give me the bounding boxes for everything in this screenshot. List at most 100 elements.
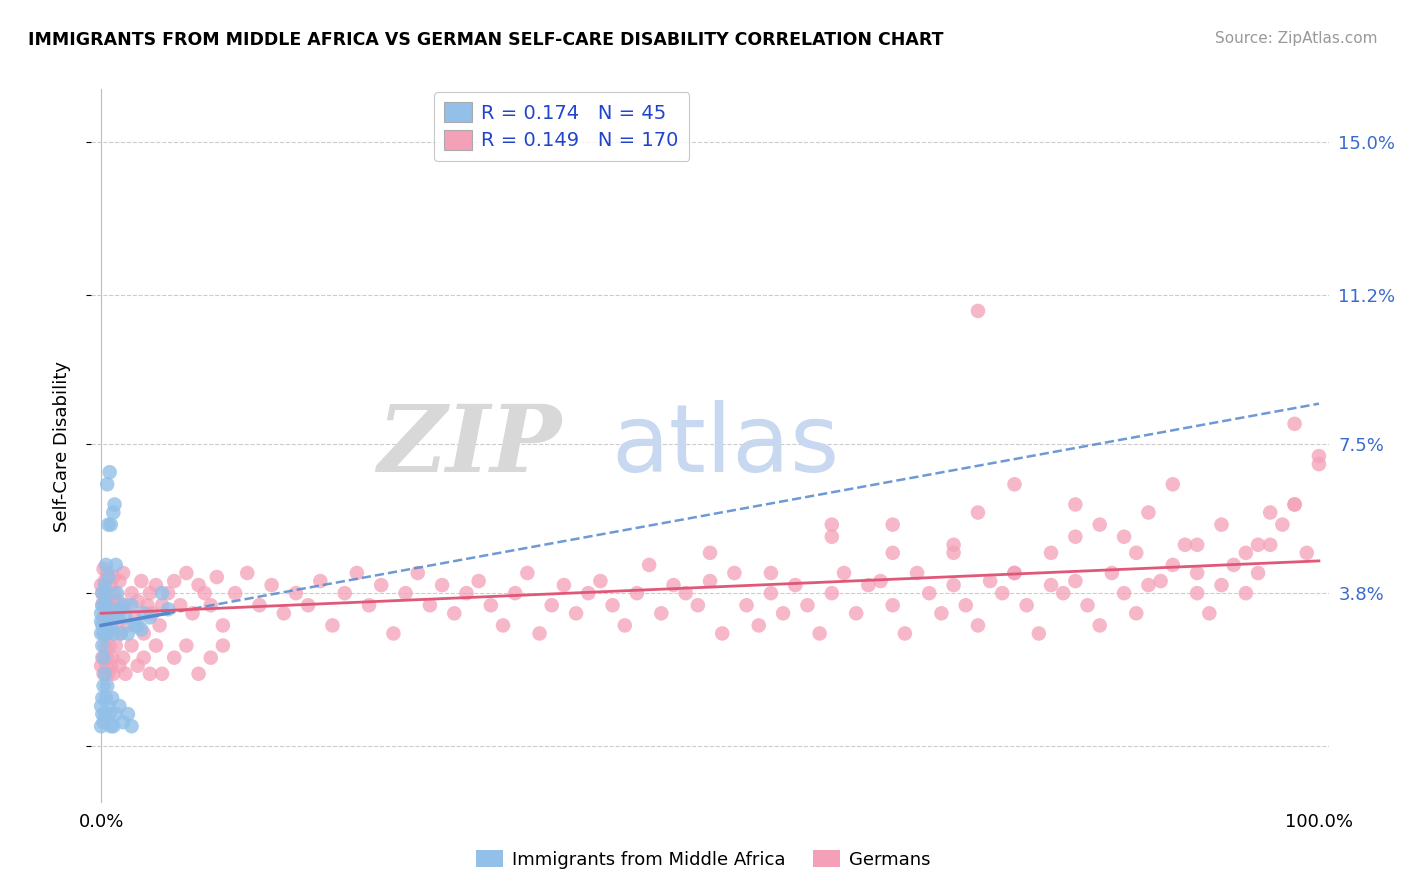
Point — [1112, 586, 1135, 600]
Point — [1101, 566, 1123, 580]
Point — [145, 639, 167, 653]
Point — [150, 666, 173, 681]
Point — [285, 586, 308, 600]
Point — [1185, 586, 1208, 600]
Point — [121, 599, 143, 613]
Point — [1234, 546, 1257, 560]
Point — [136, 599, 159, 613]
Point — [93, 666, 115, 681]
Point — [1004, 566, 1026, 580]
Point — [139, 586, 162, 600]
Point — [200, 599, 222, 613]
Point — [540, 599, 562, 613]
Point — [176, 639, 198, 653]
Point — [260, 578, 283, 592]
Point — [96, 566, 118, 580]
Point — [346, 566, 368, 580]
Point — [516, 566, 538, 580]
Point — [224, 586, 246, 600]
Point — [735, 599, 758, 613]
Point — [104, 607, 127, 621]
Point — [955, 599, 977, 613]
Point — [297, 599, 319, 613]
Point — [105, 586, 128, 600]
Point — [97, 666, 120, 681]
Point — [98, 639, 121, 653]
Point — [93, 626, 115, 640]
Point — [967, 506, 990, 520]
Point — [93, 650, 115, 665]
Point — [90, 719, 112, 733]
Point — [150, 599, 173, 613]
Point — [1295, 546, 1317, 560]
Point — [1308, 457, 1330, 471]
Point — [845, 607, 868, 621]
Point — [108, 658, 131, 673]
Point — [93, 679, 115, 693]
Point — [699, 546, 721, 560]
Point — [942, 578, 965, 592]
Point — [94, 610, 117, 624]
Point — [1015, 599, 1038, 613]
Point — [107, 594, 129, 608]
Point — [132, 626, 155, 640]
Point — [169, 599, 191, 613]
Point — [101, 650, 124, 665]
Point — [443, 607, 465, 621]
Point — [117, 626, 139, 640]
Point — [94, 578, 117, 592]
Point — [333, 586, 356, 600]
Point — [1258, 506, 1281, 520]
Point — [370, 578, 392, 592]
Point — [108, 602, 131, 616]
Point — [139, 610, 162, 624]
Point — [967, 618, 990, 632]
Point — [187, 666, 209, 681]
Point — [1211, 578, 1233, 592]
Point — [1137, 506, 1160, 520]
Point — [181, 607, 204, 621]
Point — [1308, 449, 1330, 463]
Text: IMMIGRANTS FROM MIDDLE AFRICA VS GERMAN SELF-CARE DISABILITY CORRELATION CHART: IMMIGRANTS FROM MIDDLE AFRICA VS GERMAN … — [28, 31, 943, 49]
Point — [626, 586, 648, 600]
Point — [117, 707, 139, 722]
Point — [273, 607, 295, 621]
Point — [686, 599, 709, 613]
Point — [91, 599, 114, 613]
Point — [98, 707, 121, 722]
Point — [1198, 607, 1220, 621]
Point — [108, 574, 131, 588]
Point — [1284, 498, 1306, 512]
Point — [821, 517, 844, 532]
Point — [456, 586, 478, 600]
Point — [121, 639, 143, 653]
Point — [94, 586, 117, 600]
Point — [1064, 498, 1087, 512]
Point — [194, 586, 217, 600]
Point — [1284, 498, 1306, 512]
Point — [882, 546, 904, 560]
Point — [406, 566, 429, 580]
Text: Source: ZipAtlas.com: Source: ZipAtlas.com — [1215, 31, 1378, 46]
Point — [94, 690, 117, 705]
Point — [882, 599, 904, 613]
Point — [785, 578, 807, 592]
Point — [942, 538, 965, 552]
Point — [100, 719, 122, 733]
Point — [419, 599, 441, 613]
Point — [821, 530, 844, 544]
Point — [205, 570, 228, 584]
Point — [141, 607, 163, 621]
Point — [108, 699, 131, 714]
Point — [1052, 586, 1074, 600]
Point — [94, 618, 117, 632]
Point — [127, 618, 149, 632]
Point — [94, 666, 117, 681]
Point — [832, 566, 855, 580]
Point — [93, 715, 115, 730]
Point — [91, 690, 114, 705]
Point — [96, 626, 118, 640]
Point — [94, 586, 117, 600]
Point — [650, 607, 672, 621]
Point — [796, 599, 818, 613]
